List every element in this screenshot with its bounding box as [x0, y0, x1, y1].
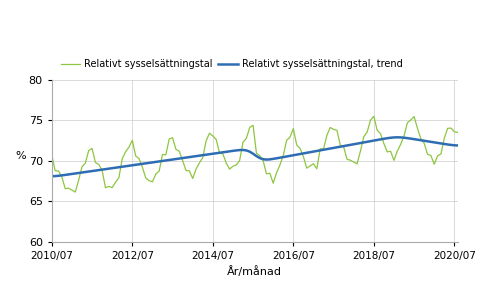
Relativt sysselsättningstal: [455, 131, 461, 134]
Relativt sysselsättningstal, trend: [455, 144, 461, 147]
Relativt sysselsättningstal, trend: [270, 157, 276, 161]
Relativt sysselsättningstal, trend: [180, 156, 186, 160]
Relativt sysselsättningstal: [310, 162, 316, 166]
Relativt sysselsättningstal, trend: [445, 143, 451, 146]
Relativt sysselsättningstal, trend: [143, 161, 149, 165]
X-axis label: År/månad: År/månad: [227, 266, 282, 277]
Relativt sysselsättningstal, trend: [307, 150, 313, 154]
Relativt sysselsättningstal: [146, 179, 152, 182]
Relativt sysselsättningstal: [431, 162, 437, 166]
Line: Relativt sysselsättningstal: Relativt sysselsättningstal: [52, 116, 458, 192]
Y-axis label: %: %: [15, 151, 26, 161]
Relativt sysselsättningstal, trend: [394, 135, 400, 139]
Relativt sysselsättningstal: [72, 190, 78, 194]
Relativt sysselsättningstal: [273, 171, 279, 175]
Relativt sysselsättningstal: [371, 114, 377, 118]
Legend: Relativt sysselsättningstal, Relativt sysselsättningstal, trend: Relativt sysselsättningstal, Relativt sy…: [56, 55, 406, 73]
Relativt sysselsättningstal, trend: [428, 140, 434, 144]
Relativt sysselsättningstal: [49, 153, 55, 157]
Relativt sysselsättningstal: [448, 126, 454, 130]
Relativt sysselsättningstal: [183, 169, 189, 172]
Line: Relativt sysselsättningstal, trend: Relativt sysselsättningstal, trend: [52, 137, 458, 176]
Relativt sysselsättningstal, trend: [49, 175, 55, 178]
